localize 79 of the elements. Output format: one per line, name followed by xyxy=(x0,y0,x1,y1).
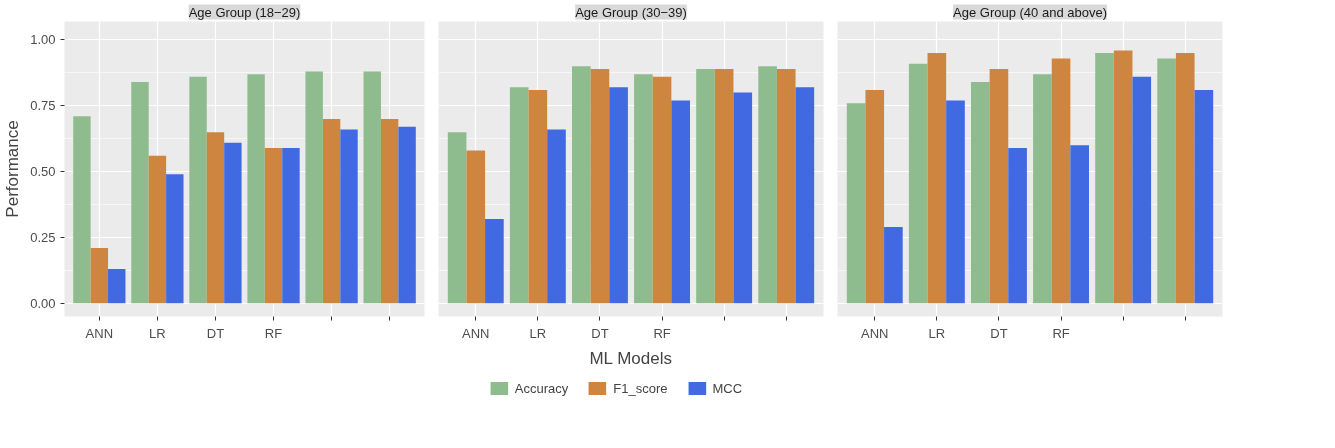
bar xyxy=(363,71,381,304)
bar xyxy=(989,68,1009,304)
bar xyxy=(846,103,866,304)
bar xyxy=(305,71,323,304)
bar xyxy=(282,147,300,304)
bar xyxy=(1157,58,1176,304)
bar xyxy=(733,92,753,304)
bar xyxy=(485,219,504,304)
bar xyxy=(1095,53,1114,304)
bar xyxy=(714,68,734,304)
x-axis-title: ML Models xyxy=(589,348,672,368)
bar xyxy=(572,66,591,304)
x-tick-label: ANN xyxy=(861,325,889,341)
bar xyxy=(322,118,341,304)
x-tick-label: RF xyxy=(1052,325,1070,341)
bar xyxy=(609,87,628,304)
bar xyxy=(908,63,928,304)
bar xyxy=(1051,58,1071,304)
bar xyxy=(634,74,653,304)
bar xyxy=(73,116,91,304)
bar xyxy=(1194,89,1214,304)
bar xyxy=(466,150,486,304)
bar xyxy=(946,100,965,304)
x-tick-label: DT xyxy=(206,325,225,341)
bar xyxy=(1113,50,1133,304)
legend-label: MCC xyxy=(712,380,743,396)
chart-title: Age Group (30−39) xyxy=(575,4,687,20)
y-axis-title: Performance xyxy=(3,120,23,218)
bar xyxy=(696,68,715,304)
bar xyxy=(380,118,399,304)
bar xyxy=(340,129,358,304)
x-tick-label: ANN xyxy=(462,325,490,341)
bar xyxy=(758,66,777,304)
chart-title: Age Group (18−29) xyxy=(188,4,301,20)
bar xyxy=(206,132,225,304)
bar xyxy=(509,87,529,304)
bar xyxy=(776,68,796,304)
x-tick-label: DT xyxy=(990,325,1008,341)
bar xyxy=(547,129,566,304)
bar xyxy=(108,269,126,304)
legend-label: F1_score xyxy=(613,380,668,396)
y-tick-label: 0.25 xyxy=(30,229,56,245)
bar xyxy=(224,142,242,304)
bar xyxy=(398,126,416,304)
bar xyxy=(447,132,467,304)
y-tick-label: 0.00 xyxy=(30,295,56,311)
y-tick-label: 0.50 xyxy=(30,164,56,180)
bar xyxy=(671,100,690,304)
x-tick-label: RF xyxy=(653,325,671,341)
x-tick-label: RF xyxy=(264,325,283,341)
bar xyxy=(1070,145,1089,304)
bar xyxy=(247,74,265,304)
bar xyxy=(264,147,283,304)
bar xyxy=(1033,74,1052,304)
bar xyxy=(131,82,149,304)
bar xyxy=(148,155,167,304)
bar xyxy=(166,174,184,304)
legend-label: Accuracy xyxy=(514,380,569,396)
bar xyxy=(865,89,885,304)
bar xyxy=(795,87,815,304)
bar xyxy=(189,76,207,304)
x-tick-label: LR xyxy=(149,325,166,341)
y-tick-label: 0.75 xyxy=(30,98,56,114)
bar xyxy=(1132,76,1152,304)
bar xyxy=(927,53,947,304)
bar xyxy=(652,76,672,304)
x-tick-label: ANN xyxy=(85,325,114,341)
bar xyxy=(884,226,903,304)
bar xyxy=(971,82,990,304)
x-tick-label: LR xyxy=(928,325,946,341)
chart-title: Age Group (40 and above) xyxy=(953,4,1107,20)
y-tick-label: 1.00 xyxy=(30,32,56,48)
bar xyxy=(528,89,548,304)
x-tick-label: DT xyxy=(591,325,609,341)
bar xyxy=(90,248,109,304)
bar xyxy=(1175,53,1195,304)
bar xyxy=(1008,147,1027,304)
bar xyxy=(590,68,610,304)
x-tick-label: LR xyxy=(529,325,547,341)
